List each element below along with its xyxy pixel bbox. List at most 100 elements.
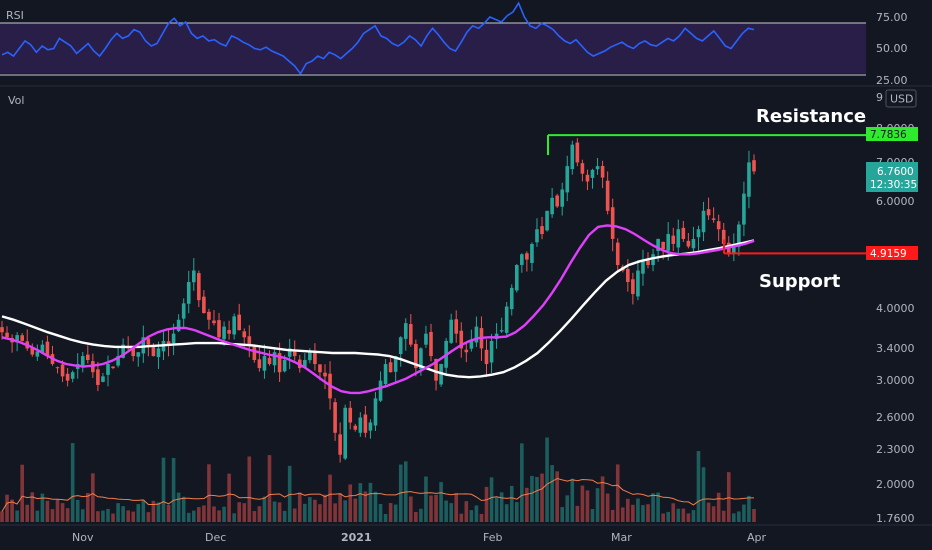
candle-body <box>303 360 307 368</box>
candle-body <box>535 229 539 243</box>
volume-bar <box>55 499 60 522</box>
support-label: Support <box>759 271 841 292</box>
candle-body <box>459 330 464 349</box>
rsi-line <box>1 1 755 76</box>
volume-bar <box>721 510 726 522</box>
candle-body <box>651 254 655 266</box>
candle-body <box>131 347 136 357</box>
volume-bar <box>530 475 534 522</box>
candle-body <box>176 319 181 332</box>
volume-bar <box>676 508 681 522</box>
time-tick-nov: Nov <box>72 531 94 544</box>
resistance-label: Resistance <box>756 106 866 127</box>
volume-bar <box>156 502 161 522</box>
candle-body <box>600 166 605 178</box>
volume-bar <box>464 501 469 522</box>
candle-body <box>343 407 347 459</box>
volume-bar <box>484 486 489 522</box>
candle-body <box>197 273 201 301</box>
price-tick-2-3: 2.3000 <box>876 443 915 456</box>
currency-button[interactable] <box>885 89 917 108</box>
candle-body <box>40 344 45 353</box>
volume-bar <box>91 473 95 522</box>
volume-bar <box>560 507 565 522</box>
volume-bar <box>641 505 645 522</box>
volume-bar <box>373 491 378 522</box>
price-tick-6: 6.0000 <box>876 195 915 208</box>
volume-bar <box>651 493 655 522</box>
volume-bar <box>257 506 262 522</box>
volume-bar <box>489 477 494 522</box>
volume-bar <box>595 488 600 522</box>
volume-bar <box>313 499 317 522</box>
volume-bar <box>732 513 736 522</box>
volume-bar <box>620 507 625 522</box>
volume-bar <box>726 472 731 522</box>
volume-bar <box>343 500 347 522</box>
volume-bar <box>333 503 337 522</box>
volume-bar <box>60 503 65 522</box>
volume-bar <box>701 467 706 522</box>
volume-bar <box>186 512 191 522</box>
candle-body <box>237 314 242 331</box>
resistance-badge-text: 7.7836 <box>870 129 907 141</box>
volume-bar <box>358 483 363 522</box>
volume-bar <box>742 504 746 522</box>
candle-body <box>752 160 756 172</box>
candle-body <box>277 353 282 373</box>
volume-bar <box>161 457 166 522</box>
candle-body <box>96 369 100 385</box>
candle-body <box>116 356 120 366</box>
price-tick-3: 3.0000 <box>876 374 915 387</box>
volume-bar <box>247 456 252 522</box>
volume-bar <box>171 457 176 522</box>
ma-fast-line <box>1 224 755 395</box>
candle-body <box>499 330 504 332</box>
candle-body <box>30 347 35 355</box>
volume-bar <box>383 513 388 522</box>
candle-body <box>136 352 141 357</box>
volume-bar <box>191 510 196 522</box>
last-price-text: 6.7600 <box>877 166 914 178</box>
volume-bar <box>580 485 585 522</box>
candle-body <box>358 417 363 433</box>
volume-bar <box>504 504 509 522</box>
candle-body <box>378 380 383 401</box>
candle-body <box>35 351 40 357</box>
volume-bar <box>65 508 70 522</box>
volume-bar <box>181 496 186 522</box>
time-axis[interactable]: Nov Dec 2021 Feb Mar Apr <box>0 524 932 544</box>
countdown-text: 12:30:35 <box>870 179 917 191</box>
volume-bar <box>45 500 50 522</box>
candle-body <box>716 221 721 230</box>
time-tick-mar: Mar <box>611 531 632 544</box>
candle-body <box>80 356 85 368</box>
volume-bar <box>661 513 665 522</box>
candle-body <box>701 210 706 233</box>
volume-bar <box>50 509 55 522</box>
candle-body <box>686 240 691 247</box>
candle-body <box>570 144 575 170</box>
price-tick-1-76: 1.7600 <box>876 512 915 525</box>
rsi-tick-25: 25.00 <box>876 74 908 87</box>
candle-body <box>474 326 479 343</box>
candle-body <box>489 340 494 363</box>
candle-body <box>292 351 297 357</box>
rsi-band <box>0 23 866 74</box>
candle-body <box>191 270 196 283</box>
candle-body <box>101 376 105 382</box>
candle-body <box>106 364 110 375</box>
volume-bar <box>202 505 206 522</box>
rsi-tick-50: 50.00 <box>876 42 908 55</box>
candle-body <box>171 333 176 344</box>
candle-body <box>666 234 671 251</box>
volume-bar <box>10 499 14 522</box>
rsi-pane[interactable]: RSI 75.00 50.00 25.00 <box>0 1 908 87</box>
volume-bar <box>686 513 691 522</box>
candle-body <box>504 306 509 333</box>
volume-bar <box>111 513 115 522</box>
volume-bar <box>656 492 660 522</box>
price-pane[interactable]: Vol Resistance Support 9 8.0000 7.0000 6… <box>0 89 918 525</box>
